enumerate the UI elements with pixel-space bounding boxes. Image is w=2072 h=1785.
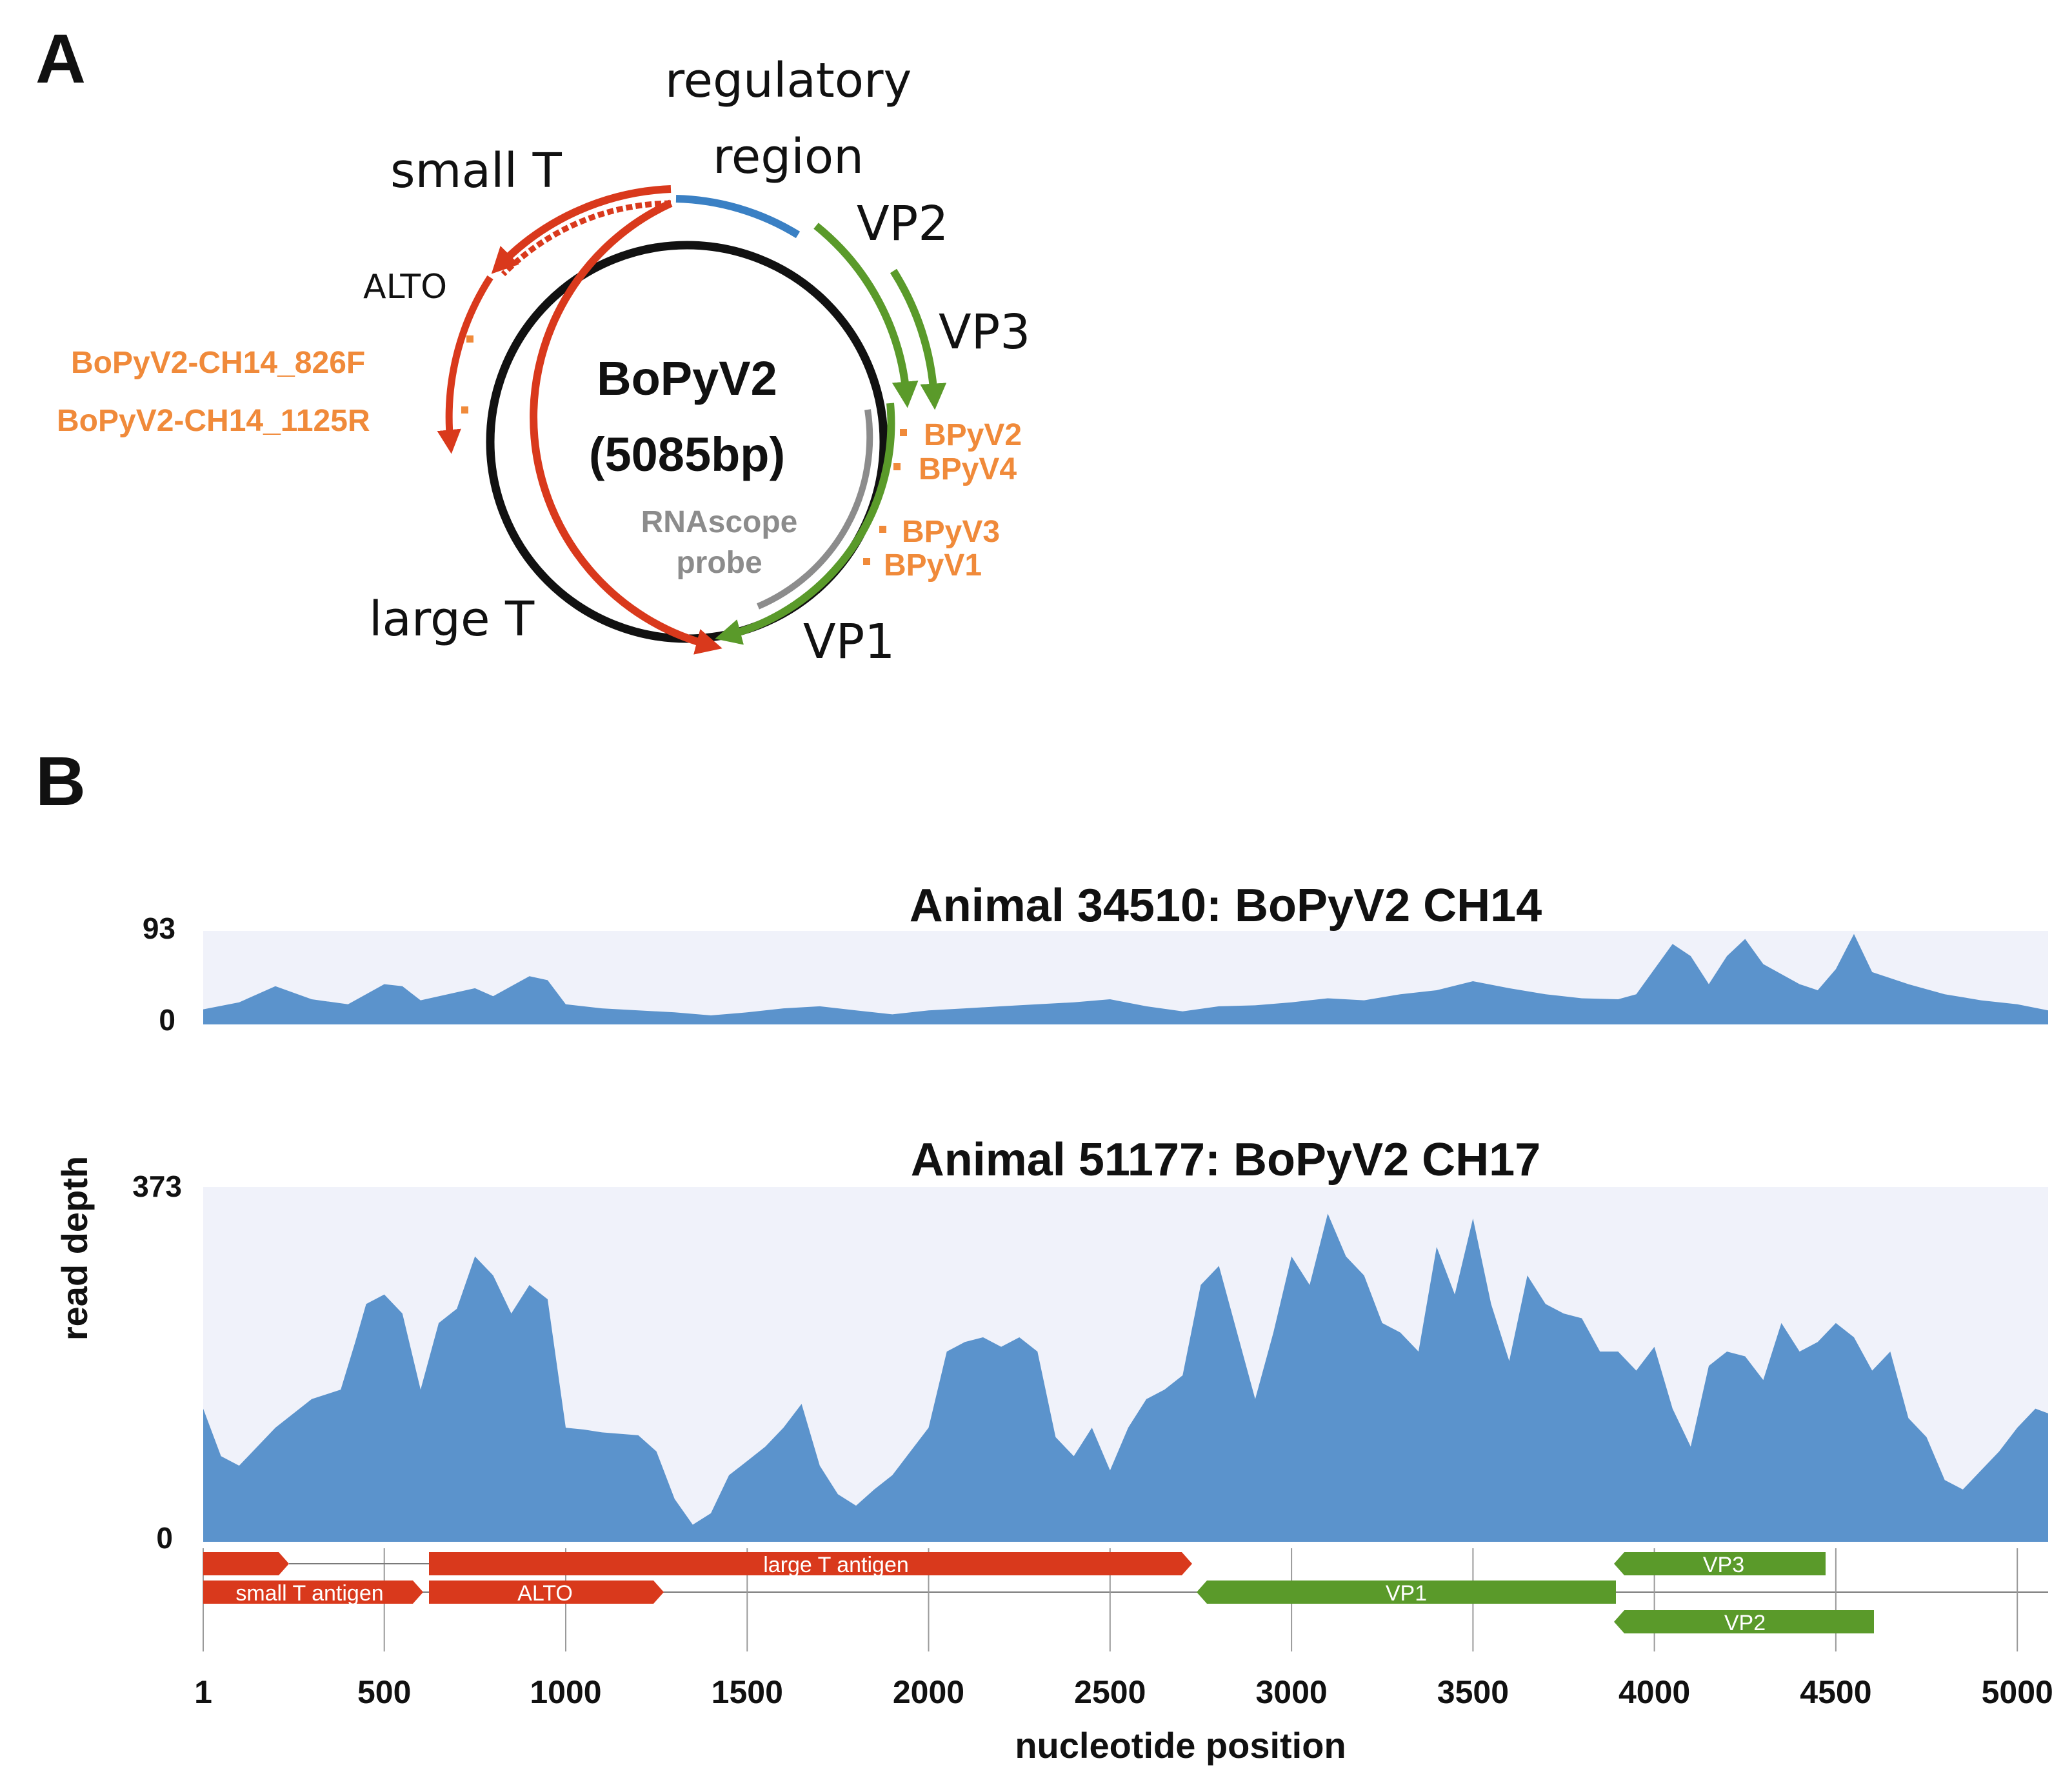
regulatory-label-2: region xyxy=(713,129,864,184)
chart2-ymax-label: 373 xyxy=(132,1170,182,1203)
primer-1125r-label: BoPyV2-CH14_1125R xyxy=(57,404,370,438)
vp2-feature xyxy=(1614,1610,1874,1633)
genome-size: (5085bp) xyxy=(589,428,785,481)
x-tick-label: 500 xyxy=(357,1674,411,1710)
primer-bpyv4-label: BPyV4 xyxy=(919,452,1017,486)
vp2-arrow xyxy=(813,223,919,408)
x-tick-label: 4000 xyxy=(1619,1674,1690,1710)
chart2-title: Animal 51177: BoPyV2 CH17 xyxy=(911,1134,1540,1186)
primer-1125r-tick xyxy=(461,406,468,414)
vp1-label: VP1 xyxy=(803,614,895,670)
regulatory-region-arc xyxy=(675,195,801,239)
x-tick-labels: 1 500 1000 1500 2000 2500 3000 3500 4000 4500 5000 xyxy=(194,1674,2053,1710)
small-t-antigen-text: small T antigen xyxy=(235,1581,383,1606)
primer-bpyv4-tick xyxy=(893,463,901,470)
chart1-area xyxy=(203,933,2048,1024)
x-tick-label: 1500 xyxy=(712,1674,783,1710)
primer-826f-label: BoPyV2-CH14_826F xyxy=(71,346,365,380)
vp2-text: VP2 xyxy=(1724,1611,1766,1635)
vp1-arrow xyxy=(715,403,895,645)
primer-bpyv2-label: BPyV2 xyxy=(924,418,1022,452)
vp3-feature xyxy=(1614,1552,1826,1575)
regulatory-label-1: regulatory xyxy=(665,53,912,108)
alto-text: ALTO xyxy=(517,1581,573,1606)
y-axis-label: read depth xyxy=(54,1156,95,1341)
x-tick-label: 1 xyxy=(194,1674,212,1710)
large-t-antigen-text: large T antigen xyxy=(763,1553,909,1577)
chart2-ymin-label: 0 xyxy=(156,1521,173,1555)
primer-bpyv3-tick xyxy=(879,526,886,533)
vp3-text: VP3 xyxy=(1703,1553,1744,1577)
chart2-area xyxy=(203,1213,2048,1542)
small-t-arrow xyxy=(491,185,672,274)
x-tick-label: 3500 xyxy=(1437,1674,1509,1710)
panel-a-label: A xyxy=(35,19,86,97)
x-tick-label: 5000 xyxy=(1982,1674,2053,1710)
x-tick-label: 2000 xyxy=(893,1674,964,1710)
small-t-hatched-arc xyxy=(501,200,672,277)
alto-arrow xyxy=(437,275,493,454)
small-t-label: small T xyxy=(390,143,563,199)
rnascope-label-2: probe xyxy=(676,546,762,580)
primer-bpyv1-tick xyxy=(863,558,870,565)
x-tick-label: 3000 xyxy=(1255,1674,1327,1710)
vp1-text: VP1 xyxy=(1386,1581,1427,1606)
alto-label: ALTO xyxy=(363,268,447,306)
vp3-label: VP3 xyxy=(939,304,1030,360)
primer-bpyv1-label: BPyV1 xyxy=(884,548,982,583)
vp2-label: VP2 xyxy=(857,196,948,252)
alto-feature xyxy=(429,1581,664,1604)
x-tick-label: 1000 xyxy=(530,1674,601,1710)
chart1-ymax-label: 93 xyxy=(143,912,175,945)
x-axis-label: nucleotide position xyxy=(1015,1725,1346,1766)
small-t-antigen-feature xyxy=(203,1581,423,1604)
large-t-exon1-feature xyxy=(203,1552,289,1575)
primer-bpyv3-label: BPyV3 xyxy=(902,515,1000,549)
annotation-track: large T antigen small T antigen ALTO VP1… xyxy=(203,1548,2048,1651)
chart1-title: Animal 34510: BoPyV2 CH14 xyxy=(910,880,1542,932)
x-tick-label: 4500 xyxy=(1800,1674,1871,1710)
primer-bpyv2-tick xyxy=(900,429,907,436)
rnascope-label-1: RNAscope xyxy=(641,505,798,539)
vp1-feature xyxy=(1197,1581,1616,1604)
vp3-arrow xyxy=(890,268,947,410)
large-t-label: large T xyxy=(369,592,535,647)
large-t-antigen-feature xyxy=(429,1552,1192,1575)
rnascope-probe-arc xyxy=(757,409,873,610)
chart1-ymin-label: 0 xyxy=(159,1003,175,1037)
panel-b-label: B xyxy=(35,742,86,820)
primer-826f-tick xyxy=(466,335,473,343)
x-tick-label: 2500 xyxy=(1074,1674,1146,1710)
large-t-arrow xyxy=(530,199,722,655)
primer-ticks xyxy=(461,335,907,565)
genome-name: BoPyV2 xyxy=(597,352,777,405)
